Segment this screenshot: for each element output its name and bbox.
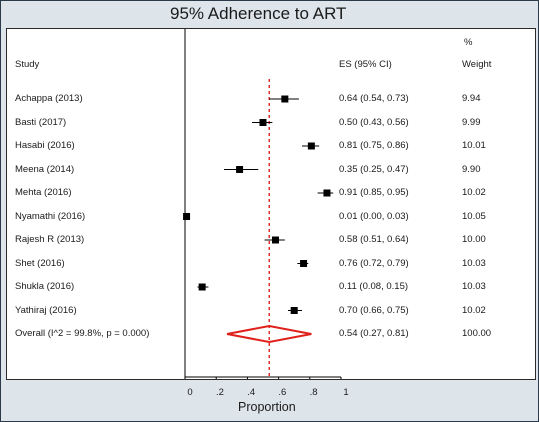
plot-panel: % Study ES (95% CI) Weight Achappa (2013) 0.6… xyxy=(6,28,536,398)
chart-title: 95% Adherence to ART xyxy=(170,4,347,23)
study-weight: 10.03 xyxy=(462,257,486,269)
study-es-ci: 0.91 (0.85, 0.95) xyxy=(339,187,409,198)
study-es-ci: 0.64 (0.54, 0.73) xyxy=(339,93,409,104)
effect-marker xyxy=(236,166,244,173)
study-es-ci: 0.11 (0.08, 0.15) xyxy=(339,281,409,292)
study-name: Nyamathi (2016) xyxy=(15,210,86,222)
study-weight: 9.99 xyxy=(462,116,481,128)
study-weight: 10.03 xyxy=(462,281,486,292)
study-es-ci: 0.01 (0.00, 0.03) xyxy=(339,210,409,222)
overall-diamond xyxy=(226,324,312,344)
effect-marker xyxy=(323,189,331,197)
study-weight: 10.01 xyxy=(462,140,486,151)
study-weight: 10.02 xyxy=(462,187,486,198)
header-weight: Weight xyxy=(462,59,492,70)
x-tick-label: .6 xyxy=(278,387,287,398)
study-name: Achappa (2013) xyxy=(15,93,83,104)
study-name: Yathiraj (2016) xyxy=(15,304,77,316)
effect-marker xyxy=(300,260,308,267)
effect-marker xyxy=(290,307,298,314)
effect-marker xyxy=(281,95,289,103)
x-tick-label: .4 xyxy=(247,387,256,398)
effect-marker xyxy=(198,283,206,291)
study-name: Meena (2014) xyxy=(15,163,75,175)
study-es-ci: 0.76 (0.72, 0.79) xyxy=(339,257,409,269)
effect-marker xyxy=(307,142,315,150)
effect-marker xyxy=(271,236,279,244)
study-name: Mehta (2016) xyxy=(15,187,72,198)
x-tick-label: .8 xyxy=(309,387,318,398)
study-name: Basti (2017) xyxy=(15,116,67,128)
header-es-ci: ES (95% CI) xyxy=(339,59,392,70)
study-name: Hasabi (2016) xyxy=(15,140,75,151)
forest-plot-svg xyxy=(183,29,342,379)
effect-marker xyxy=(259,119,267,126)
study-name: Shet (2016) xyxy=(15,257,65,269)
study-weight: 10.00 xyxy=(462,234,486,245)
x-axis-label: Proportion xyxy=(238,400,296,414)
study-es-ci: 0.70 (0.66, 0.75) xyxy=(339,304,409,316)
x-tick-label: 1 xyxy=(343,387,349,398)
study-weight: 10.02 xyxy=(462,304,486,316)
overall-es-ci: 0.54 (0.27, 0.81) xyxy=(339,328,409,339)
study-weight: 10.05 xyxy=(462,210,486,222)
study-weight: 9.90 xyxy=(462,163,481,175)
study-weight: 9.94 xyxy=(462,93,481,104)
study-es-ci: 0.50 (0.43, 0.56) xyxy=(339,116,409,128)
study-name: Shukla (2016) xyxy=(15,281,75,292)
overall-weight: 100.00 xyxy=(462,328,492,339)
x-tick-label: 0 xyxy=(187,387,193,398)
study-es-ci: 0.35 (0.25, 0.47) xyxy=(339,163,409,175)
study-es-ci: 0.81 (0.75, 0.86) xyxy=(339,140,409,151)
overall-label: Overall (I^2 = 99.8%, p = 0.000) xyxy=(15,328,150,339)
study-es-ci: 0.58 (0.51, 0.64) xyxy=(339,234,409,245)
x-tick-label: .2 xyxy=(216,387,224,398)
effect-marker xyxy=(183,213,191,220)
header-weight-percent: % xyxy=(464,37,473,48)
study-name: Rajesh R (2013) xyxy=(15,234,85,245)
header-study: Study xyxy=(15,59,40,70)
